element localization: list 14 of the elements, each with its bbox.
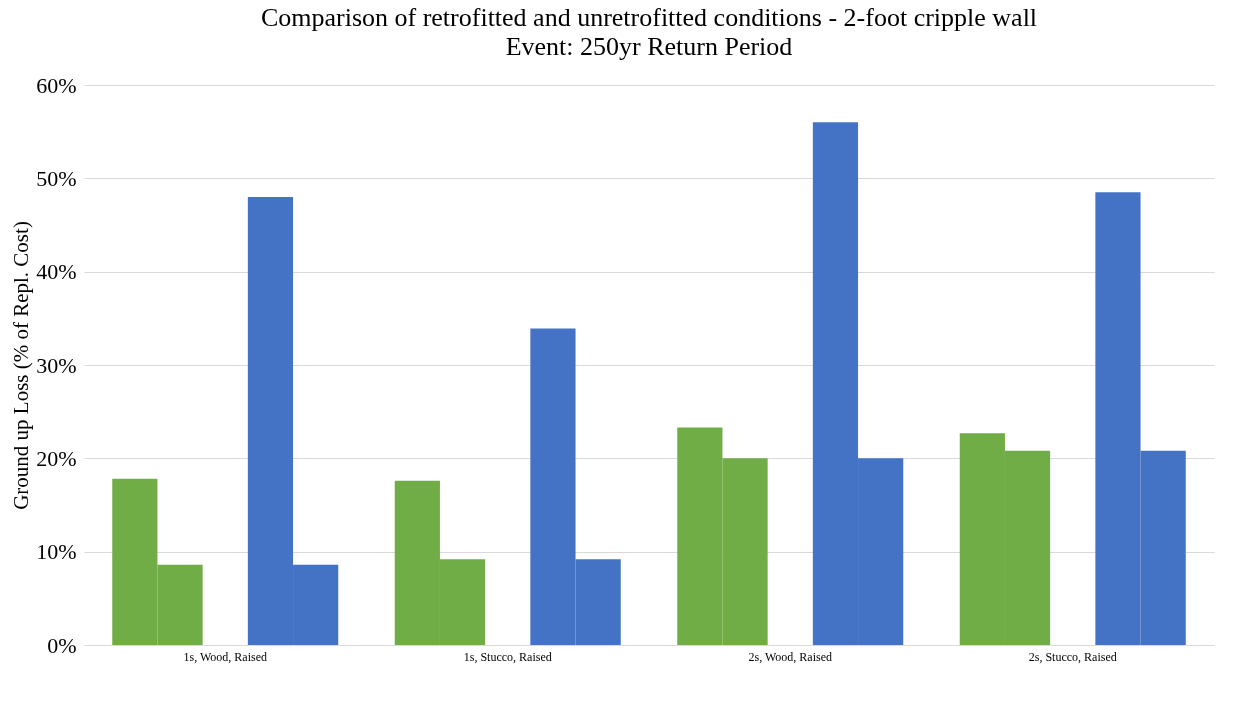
x-tick-label: 2s, Wood, Raised bbox=[748, 649, 832, 664]
y-tick-label: 20% bbox=[36, 445, 77, 471]
x-tick-label: 2s, Stucco, Raised bbox=[1028, 649, 1117, 664]
x-tick-label: 1s, Wood, Raised bbox=[183, 649, 267, 664]
x-tick-label: 1s, Stucco, Raised bbox=[463, 649, 552, 664]
y-tick-label: 50% bbox=[36, 165, 77, 191]
chart-subtitle: Event: 250yr Return Period bbox=[505, 32, 793, 61]
y-tick-label: 0% bbox=[47, 632, 77, 658]
y-tick-label: 60% bbox=[36, 72, 77, 98]
y-tick-label: 10% bbox=[36, 539, 77, 565]
chart-title: Comparison of retrofitted and unretrofitted conditions - 2-foot cripple wall bbox=[260, 3, 1038, 32]
y-tick-label: 40% bbox=[36, 259, 77, 285]
y-axis-title: Ground up Loss (% of Repl. Cost) bbox=[9, 221, 34, 510]
y-tick-label: 30% bbox=[36, 352, 77, 378]
